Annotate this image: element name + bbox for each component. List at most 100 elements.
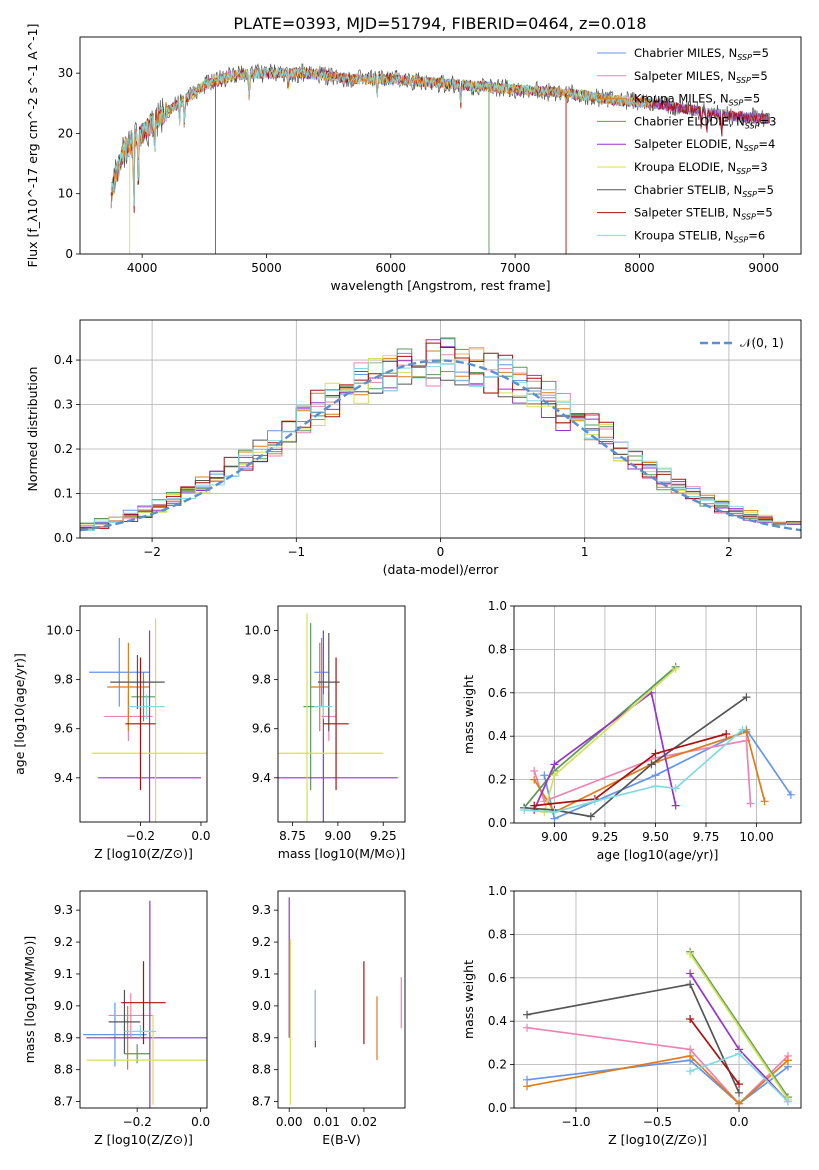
x-tick-label: 4000 bbox=[127, 261, 158, 275]
normal-curve-line bbox=[80, 359, 801, 532]
panel-mass-vs-metallicity: −0.2 0.0 8.7 8.8 8.9 9.0 9.1 9.2 9.3 Z [log10(Z/Z… bbox=[22, 890, 210, 1147]
y-tick-label: 9.8 bbox=[54, 673, 73, 687]
panel-residuals: −2 −1 0 1 2 0.0 0.1 0.2 0.3 0.4 (data-model)/error… bbox=[25, 319, 802, 577]
y-tick-label: 8.9 bbox=[54, 1031, 73, 1045]
mass-weight-marker bbox=[738, 725, 747, 734]
x-tick-label: 0.02 bbox=[351, 1115, 378, 1129]
x-tick-label: −0.5 bbox=[643, 1115, 672, 1129]
y-tick-label: 0.4 bbox=[488, 1014, 507, 1028]
x-tick-label: −0.2 bbox=[123, 1115, 152, 1129]
x-axis-label: E(B-V) bbox=[322, 1132, 361, 1147]
mass-weight-series-line bbox=[543, 668, 677, 813]
mass-weight-series-line bbox=[689, 951, 789, 1098]
y-tick-label: 0.8 bbox=[488, 927, 507, 941]
y-tick-label: 9.3 bbox=[54, 903, 73, 917]
legend-entry: Chabrier STELIB, NSSP=5 bbox=[634, 183, 774, 199]
mass-weight-marker bbox=[686, 980, 695, 989]
mass-weight-marker bbox=[746, 799, 755, 808]
mass-weight-series-line bbox=[534, 733, 727, 807]
x-tick-label: 9.25 bbox=[592, 830, 619, 844]
axes-frame bbox=[277, 605, 406, 823]
y-tick-label: 0.6 bbox=[488, 971, 507, 985]
mass-weight-marker bbox=[590, 797, 599, 806]
y-axis-label: Flux [f_λ10^-17 erg cm^-2 s^-1 A^-1] bbox=[25, 24, 40, 268]
y-axis-label: Normed distribution bbox=[25, 367, 40, 492]
mass-weight-marker bbox=[550, 760, 559, 769]
y-tick-label: 30 bbox=[58, 66, 73, 80]
y-tick-label: 8.9 bbox=[252, 1031, 271, 1045]
mass-weight-marker bbox=[742, 693, 751, 702]
x-tick-label: 0.0 bbox=[729, 1115, 748, 1129]
axes-frame bbox=[513, 605, 802, 824]
mass-weight-marker bbox=[651, 771, 660, 780]
y-axis-label: mass weight bbox=[461, 960, 476, 1039]
y-tick-label: 0.2 bbox=[54, 442, 73, 456]
legend-entry: Salpeter ELODIE, NSSP=4 bbox=[634, 137, 775, 153]
mass-weight-marker bbox=[686, 1051, 695, 1060]
x-axis-label: (data-model)/error bbox=[383, 562, 500, 577]
mass-weight-marker bbox=[735, 1088, 744, 1097]
axes-frame bbox=[79, 36, 802, 255]
mass-weight-marker bbox=[523, 1082, 532, 1091]
plot-area bbox=[523, 947, 792, 1108]
y-tick-label: 10.0 bbox=[244, 624, 271, 638]
spectrum-series-line bbox=[110, 67, 653, 207]
x-tick-label: −1 bbox=[287, 545, 305, 559]
mass-weight-marker bbox=[651, 749, 660, 758]
x-axis-label: Z [log10(Z/Z⊙)] bbox=[94, 846, 193, 861]
y-tick-label: 9.8 bbox=[252, 673, 271, 687]
y-tick-label: 8.8 bbox=[252, 1063, 271, 1077]
panel-age-vs-mass: 8.75 9.00 9.25 9.4 9.6 9.8 10.0 mass [log10(M/M… bbox=[244, 605, 406, 861]
plot-area bbox=[520, 662, 795, 823]
mass-weight-marker bbox=[686, 969, 695, 978]
mass-weight-marker bbox=[530, 801, 539, 810]
y-tick-label: 9.4 bbox=[54, 771, 73, 785]
x-tick-label: 6000 bbox=[376, 261, 407, 275]
x-tick-label: −0.2 bbox=[126, 829, 155, 843]
histogram-series-step bbox=[80, 358, 801, 531]
x-tick-label: 7000 bbox=[500, 261, 531, 275]
x-tick-label: 0.01 bbox=[313, 1115, 340, 1129]
y-tick-label: 0.6 bbox=[488, 686, 507, 700]
legend-entry: 𝒩(0, 1) bbox=[740, 336, 784, 350]
mass-weight-marker bbox=[523, 1010, 532, 1019]
y-tick-label: 0.1 bbox=[54, 487, 73, 501]
x-tick-label: 9000 bbox=[748, 261, 779, 275]
axes-frame bbox=[277, 890, 406, 1109]
y-tick-label: 9.6 bbox=[252, 722, 271, 736]
mass-weight-marker bbox=[671, 801, 680, 810]
x-tick-label: 9.00 bbox=[541, 830, 568, 844]
mass-weight-marker bbox=[786, 790, 795, 799]
mass-weight-series-line bbox=[524, 729, 743, 813]
y-tick-label: 9.2 bbox=[252, 935, 271, 949]
axes-frame bbox=[79, 319, 802, 539]
x-tick-label: 9.25 bbox=[370, 829, 397, 843]
legend-entry: Kroupa ELODIE, NSSP=3 bbox=[634, 160, 768, 176]
y-tick-label: 8.7 bbox=[54, 1095, 73, 1109]
mass-weight-series-line bbox=[533, 691, 677, 811]
x-tick-label: 9.75 bbox=[693, 830, 720, 844]
mass-weight-marker bbox=[520, 805, 529, 814]
mass-weight-series-line bbox=[689, 953, 789, 1100]
mass-weight-marker bbox=[530, 775, 539, 784]
mass-weight-marker bbox=[735, 1049, 744, 1058]
figure-title: PLATE=0393, MJD=51794, FIBERID=0464, z=0… bbox=[233, 14, 646, 33]
y-tick-label: 9.0 bbox=[54, 999, 73, 1013]
mass-weight-marker bbox=[783, 1097, 792, 1106]
legend-entry: Kroupa MILES, NSSP=5 bbox=[634, 92, 760, 108]
mass-weight-marker bbox=[651, 782, 660, 791]
mass-weight-marker bbox=[586, 812, 595, 821]
y-tick-label: 0.0 bbox=[488, 1101, 507, 1115]
y-tick-label: 20 bbox=[58, 126, 73, 140]
mass-weight-marker bbox=[742, 727, 751, 736]
plot-area bbox=[83, 900, 207, 1108]
y-tick-label: 0.2 bbox=[488, 773, 507, 787]
x-tick-label: 2 bbox=[725, 545, 733, 559]
y-tick-label: 10.0 bbox=[46, 624, 73, 638]
panel-spectrum: 4000 5000 6000 7000 8000 9000 0 10 20 30 wavelengt… bbox=[25, 24, 802, 293]
mass-weight-marker bbox=[760, 797, 769, 806]
mass-weight-marker bbox=[722, 730, 731, 739]
x-tick-label: 0.00 bbox=[276, 1115, 303, 1129]
y-tick-label: 10 bbox=[58, 187, 73, 201]
